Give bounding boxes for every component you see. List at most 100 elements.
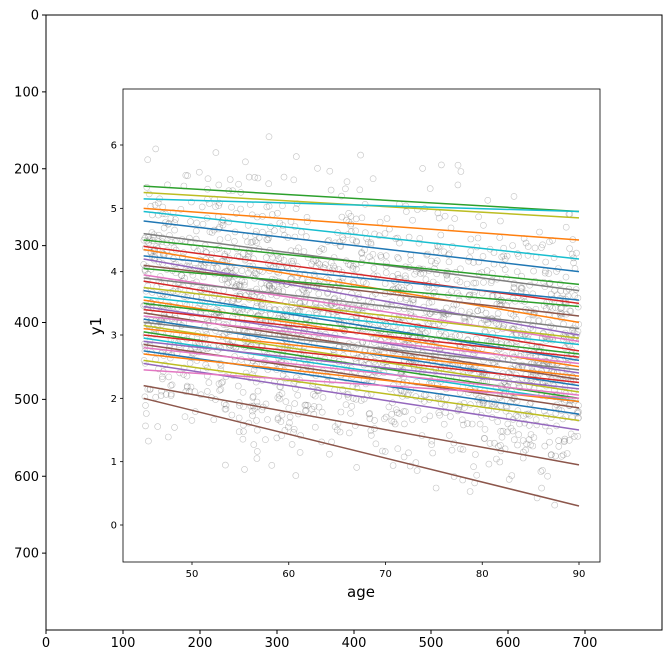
scatter-point bbox=[518, 374, 526, 382]
scatter-point bbox=[360, 395, 368, 403]
scatter-point bbox=[562, 372, 570, 380]
scatter-point bbox=[353, 464, 361, 471]
scatter-point bbox=[367, 239, 375, 246]
scatter-point bbox=[387, 288, 394, 296]
scatter-point bbox=[291, 223, 299, 230]
scatter-point bbox=[426, 185, 434, 192]
scatter-point bbox=[491, 439, 498, 447]
scatter-point bbox=[352, 344, 360, 351]
scatter-point bbox=[323, 372, 330, 379]
scatter-point bbox=[498, 253, 506, 261]
scatter-point bbox=[537, 468, 545, 475]
scatter-point bbox=[452, 331, 459, 339]
scatter-point bbox=[264, 236, 272, 244]
scatter-point bbox=[198, 257, 205, 264]
scatter-point bbox=[224, 234, 232, 241]
scatter-point bbox=[514, 441, 521, 449]
scatter-point bbox=[427, 257, 435, 265]
scatter-point bbox=[354, 291, 362, 298]
outer-y-tick-label: 100 bbox=[14, 85, 39, 100]
scatter-point bbox=[142, 244, 149, 252]
scatter-point bbox=[435, 214, 443, 222]
scatter-point bbox=[145, 321, 152, 328]
outer-x-tick-label: 400 bbox=[342, 636, 367, 651]
scatter-point bbox=[292, 153, 300, 160]
scatter-point bbox=[281, 332, 289, 340]
scatter-point bbox=[567, 307, 575, 315]
scatter-point bbox=[219, 221, 227, 229]
scatter-point bbox=[222, 461, 229, 469]
scatter-point bbox=[266, 285, 274, 292]
scatter-point bbox=[239, 388, 247, 396]
scatter-point bbox=[315, 290, 323, 298]
scatter-point bbox=[147, 299, 155, 306]
scatter-point bbox=[445, 432, 453, 439]
scatter-point bbox=[326, 167, 334, 175]
regression-line bbox=[143, 359, 580, 422]
scatter-point bbox=[566, 245, 573, 252]
scatter-point bbox=[217, 313, 224, 321]
scatter-point bbox=[407, 358, 415, 366]
scatter-point bbox=[213, 245, 221, 253]
scatter-point bbox=[222, 401, 230, 409]
scatter-point bbox=[406, 462, 414, 470]
scatter-point bbox=[312, 299, 320, 307]
scatter-point bbox=[448, 446, 456, 454]
scatter-point bbox=[443, 304, 450, 312]
scatter-point bbox=[476, 420, 484, 428]
regression-line bbox=[143, 296, 580, 346]
scatter-point bbox=[349, 262, 357, 270]
scatter-point bbox=[302, 407, 310, 414]
scatter-point bbox=[152, 145, 159, 153]
scatter-point bbox=[342, 185, 349, 193]
scatter-point bbox=[280, 257, 288, 264]
scatter-point bbox=[218, 379, 225, 387]
scatter-point bbox=[369, 251, 377, 258]
scatter-point bbox=[231, 353, 238, 360]
scatter-point bbox=[492, 384, 500, 391]
scatter-point bbox=[152, 393, 159, 401]
scatter-point bbox=[345, 429, 353, 437]
scatter-point bbox=[167, 392, 175, 399]
scatter-point bbox=[171, 219, 179, 226]
scatter-point bbox=[352, 215, 360, 223]
scatter-point bbox=[440, 248, 448, 256]
scatter-point bbox=[216, 236, 224, 243]
scatter-point bbox=[294, 391, 302, 399]
scatter-point bbox=[253, 398, 261, 406]
scatter-point bbox=[497, 217, 504, 225]
scatter-point bbox=[167, 215, 175, 222]
scatter-point bbox=[171, 424, 178, 431]
scatter-point bbox=[253, 417, 260, 424]
scatter-point bbox=[505, 476, 513, 483]
scatter-point bbox=[406, 300, 414, 308]
scatter-point bbox=[167, 382, 175, 389]
scatter-point bbox=[541, 407, 548, 415]
scatter-point bbox=[158, 316, 165, 324]
scatter-point bbox=[343, 178, 351, 185]
scatter-point bbox=[159, 375, 166, 383]
scatter-point bbox=[407, 256, 415, 264]
scatter-point bbox=[237, 205, 244, 213]
scatter-point bbox=[166, 232, 173, 239]
scatter-point bbox=[181, 413, 189, 421]
scatter-point bbox=[539, 466, 546, 474]
scatter-point bbox=[478, 269, 486, 276]
scatter-point bbox=[438, 161, 445, 169]
regression-line bbox=[143, 384, 580, 466]
regression-line bbox=[143, 286, 580, 339]
scatter-point bbox=[372, 290, 379, 297]
scatter-point bbox=[382, 252, 390, 259]
scatter-point bbox=[527, 441, 534, 449]
scatter-point bbox=[141, 393, 149, 401]
scatter-point bbox=[479, 253, 487, 260]
scatter-point bbox=[182, 172, 190, 179]
scatter-point bbox=[496, 458, 504, 466]
scatter-point bbox=[443, 271, 451, 279]
scatter-point bbox=[509, 242, 516, 249]
scatter-point bbox=[440, 420, 448, 428]
scatter-point bbox=[394, 445, 402, 453]
scatter-point bbox=[288, 441, 296, 448]
scatter-point bbox=[295, 244, 302, 252]
scatter-point bbox=[483, 267, 491, 274]
